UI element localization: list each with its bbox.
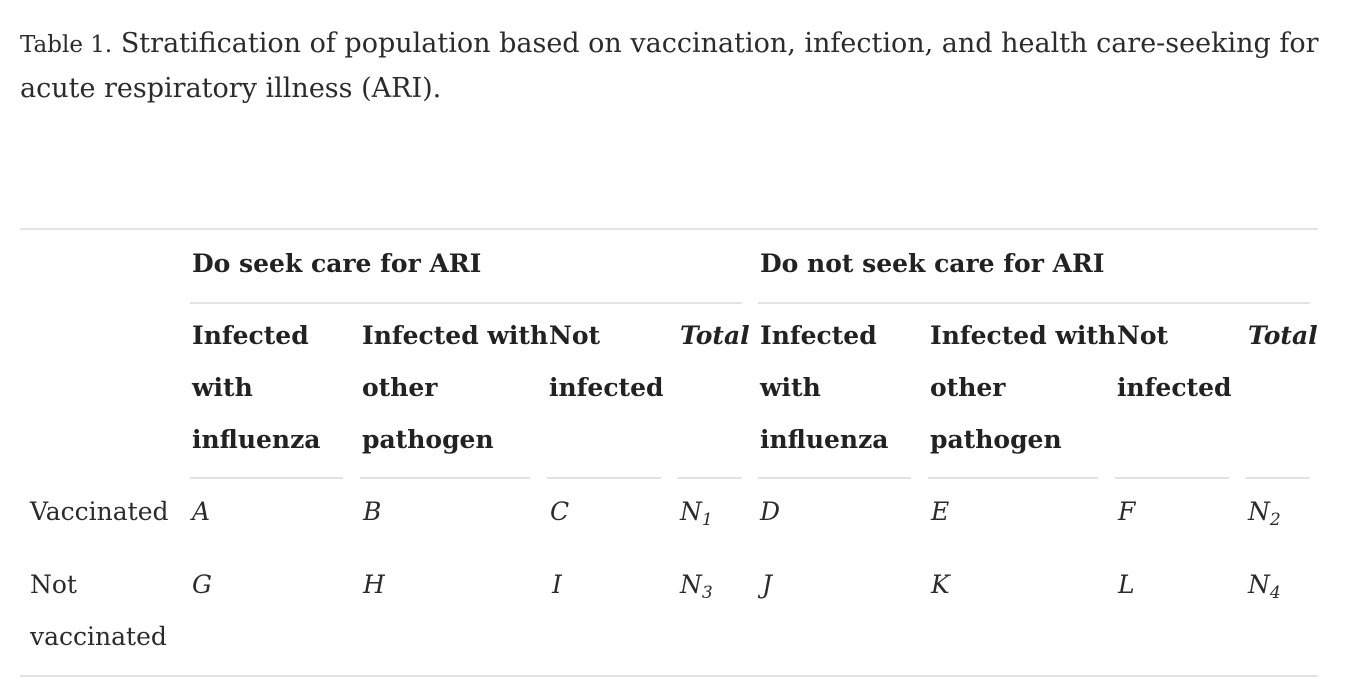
header-rule-col-2 xyxy=(360,477,530,479)
group-header-not-seek-care: Do not seek care for ARI xyxy=(760,249,1105,278)
column-header-seek-not-infected: Not infected xyxy=(549,321,664,402)
column-header-not-seek-total: Total xyxy=(1248,321,1318,350)
column-header-not-seek-not-infected: Not infected xyxy=(1117,321,1232,402)
table-cell: K xyxy=(931,570,950,599)
group-header-seek-care: Do seek care for ARI xyxy=(192,249,482,278)
row-label-not-vaccinated: Not vaccinated xyxy=(30,570,167,651)
header-rule-col-8 xyxy=(1245,477,1310,479)
column-header-not-seek-influenza: Infected with influenza xyxy=(760,321,889,454)
column-header-seek-other-pathogen: Infected with other pathogen xyxy=(362,321,549,454)
table-label: Table 1. xyxy=(20,32,113,58)
header-rule-col-1 xyxy=(190,477,343,479)
header-rule-col-5 xyxy=(758,477,911,479)
table-caption-text: Stratification of population based on va… xyxy=(20,28,1319,104)
table-cell-total: N4 xyxy=(1248,570,1281,603)
column-header-not-seek-other-pathogen: Infected with other pathogen xyxy=(930,321,1117,454)
table-caption: Table 1. Stratification of population ba… xyxy=(20,22,1320,111)
table-cell: D xyxy=(760,497,781,526)
column-header-seek-total: Total xyxy=(680,321,750,350)
table-cell: I xyxy=(552,570,562,599)
header-rule-col-3 xyxy=(547,477,661,479)
table-cell: L xyxy=(1118,570,1135,599)
table-cell-total: N1 xyxy=(680,497,713,530)
table-cell-total: N3 xyxy=(680,570,713,603)
table-cell: E xyxy=(931,497,950,526)
table-cell: G xyxy=(192,570,212,599)
table-cell: J xyxy=(762,570,773,599)
table-cell: A xyxy=(192,497,211,526)
header-rule-col-4 xyxy=(677,477,742,479)
table-cell: B xyxy=(363,497,382,526)
table-top-rule xyxy=(20,228,1318,230)
header-rule-col-6 xyxy=(928,477,1098,479)
table-cell-total: N2 xyxy=(1248,497,1281,530)
table-cell: F xyxy=(1118,497,1136,526)
table-cell: H xyxy=(363,570,385,599)
row-label-vaccinated: Vaccinated xyxy=(30,497,169,526)
group-rule-not-seek xyxy=(758,302,1310,304)
column-header-seek-influenza: Infected with influenza xyxy=(192,321,321,454)
table-cell: C xyxy=(550,497,570,526)
table-bottom-rule xyxy=(20,675,1318,677)
group-rule-seek xyxy=(190,302,742,304)
header-rule-col-7 xyxy=(1115,477,1229,479)
